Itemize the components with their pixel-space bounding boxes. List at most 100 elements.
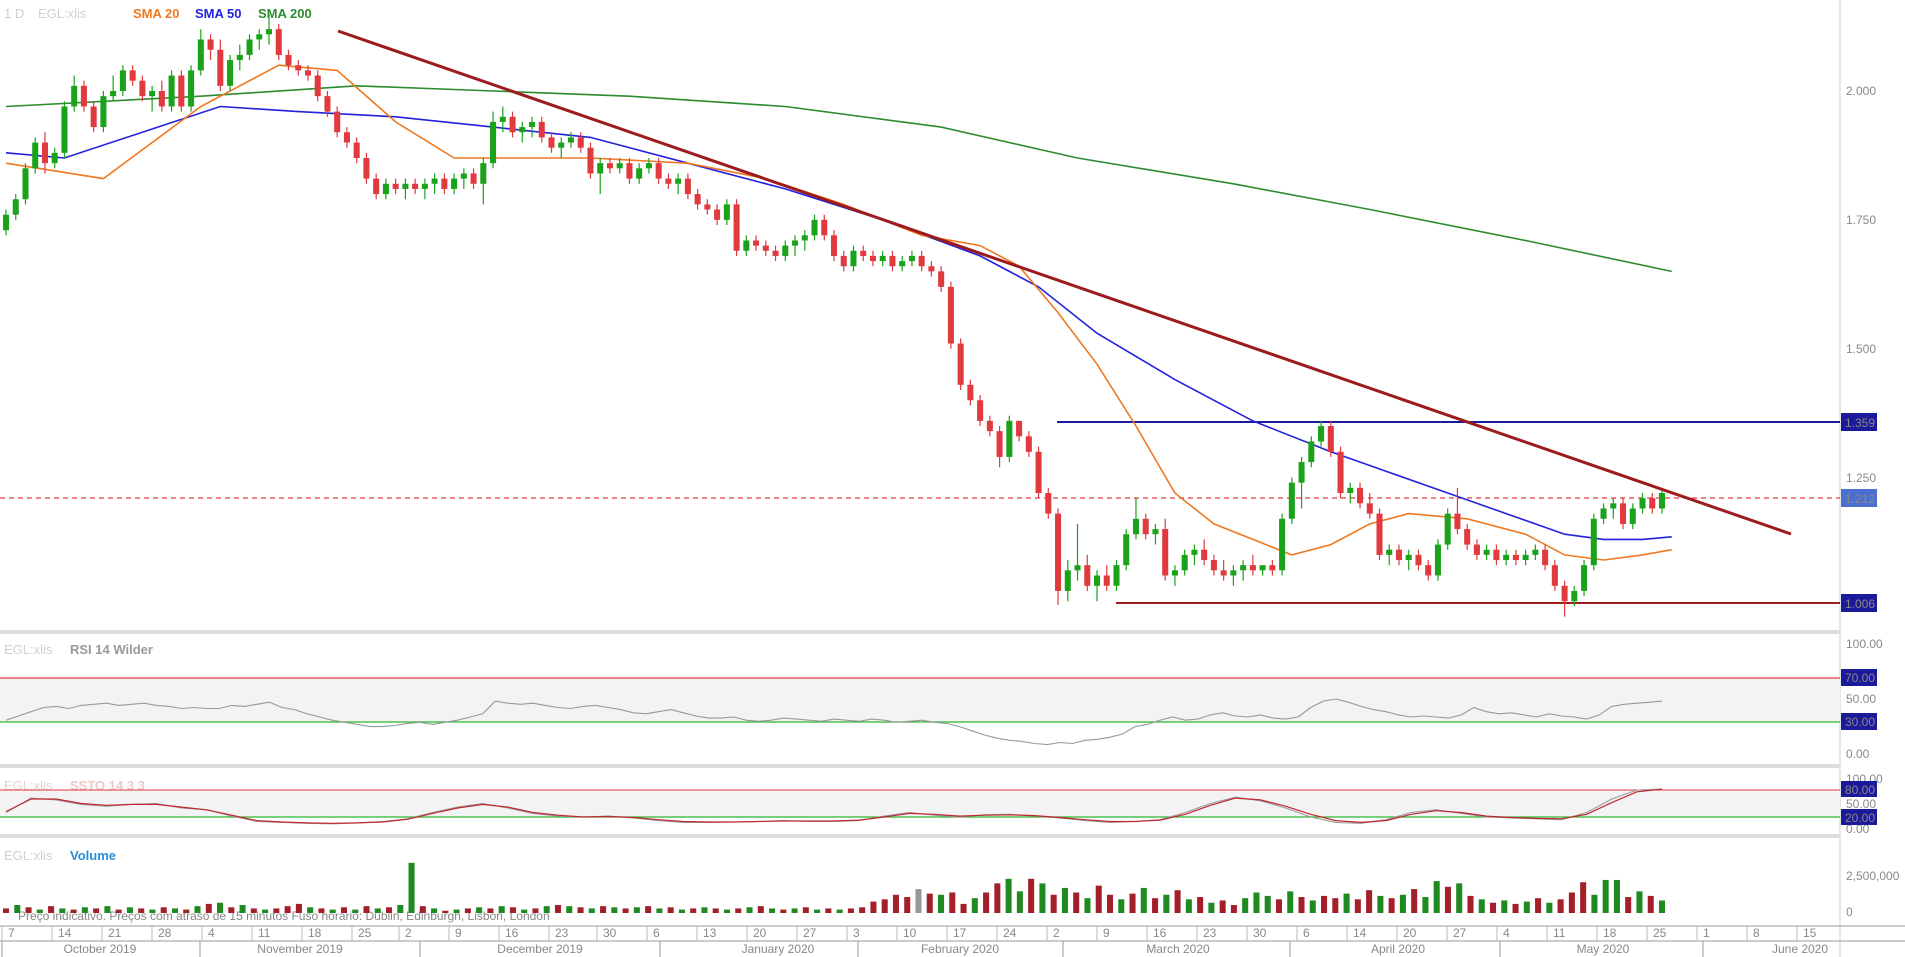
candle-body	[382, 183, 389, 195]
candle-body	[129, 70, 136, 81]
volume-bar	[960, 903, 967, 913]
volume-title: Volume	[70, 848, 116, 863]
candle	[957, 338, 964, 390]
candle-body	[772, 250, 779, 256]
day-tick-label: 11	[1553, 926, 1566, 940]
candle	[1434, 539, 1441, 581]
price-axis: 2.000 1.750 1.500 1.250	[1846, 84, 1876, 485]
candle	[1249, 554, 1256, 576]
candle	[1532, 544, 1539, 561]
candle-body	[1561, 585, 1568, 602]
volume-bar	[723, 909, 730, 913]
volume-bar	[36, 909, 43, 913]
candle	[908, 250, 915, 267]
candle-body	[363, 158, 370, 179]
day-tick-label: 28	[158, 926, 172, 940]
candle	[363, 152, 370, 184]
candle-body	[490, 121, 497, 164]
sma200-legend[interactable]: SMA 200	[258, 6, 312, 21]
rsi-overbought-label: 70.00	[1845, 671, 1875, 685]
stoch-lower-badge	[1841, 809, 1877, 825]
day-tick-label: 18	[308, 926, 322, 940]
volume-bar	[464, 908, 471, 913]
day-tick-label: 30	[1253, 926, 1267, 940]
candle-body	[1230, 570, 1237, 576]
candle-body	[1581, 565, 1588, 591]
candle	[168, 70, 175, 112]
candle-body	[606, 163, 613, 169]
volume-bar	[1490, 902, 1497, 913]
support-badge	[1841, 594, 1877, 612]
candle	[490, 111, 497, 169]
volume-bar	[678, 909, 685, 913]
candle-body	[1298, 462, 1305, 483]
candle	[353, 137, 360, 164]
candle	[1464, 523, 1471, 550]
downtrend-line[interactable]	[337, 29, 1792, 536]
volume-bar	[1444, 886, 1451, 913]
volume-bar	[1580, 882, 1587, 913]
sma20-legend[interactable]: SMA 20	[133, 6, 179, 21]
volume-bar	[1118, 899, 1125, 913]
candle	[645, 158, 652, 174]
candle	[899, 255, 906, 272]
volume-bar	[1174, 890, 1181, 913]
candle	[1561, 580, 1568, 617]
volume-bar	[971, 898, 978, 913]
candle-body	[2, 214, 10, 231]
candle-body	[139, 80, 146, 97]
volume-bar	[307, 907, 314, 913]
sma50-legend[interactable]: SMA 50	[195, 6, 241, 21]
candle	[1308, 436, 1315, 468]
candle	[840, 250, 847, 272]
candle	[1181, 549, 1188, 576]
candle	[22, 163, 29, 205]
day-tick-label: 27	[1453, 926, 1467, 940]
candle	[1454, 487, 1461, 535]
month-label: April 2020	[1371, 942, 1425, 956]
candle-body	[1542, 549, 1549, 566]
volume-bar	[329, 909, 336, 913]
candle	[71, 75, 78, 112]
candle	[1620, 498, 1627, 530]
volume-bar	[104, 906, 111, 913]
volume-bar	[1287, 891, 1294, 913]
volume-bar	[48, 906, 55, 913]
candle	[1074, 523, 1081, 581]
volume-bar	[791, 908, 798, 913]
volume-bar	[386, 907, 393, 913]
candle-body	[714, 209, 721, 220]
candle	[879, 250, 886, 267]
candle-body	[1132, 518, 1139, 535]
volume-bar	[318, 908, 325, 913]
day-tick-label: 6	[653, 926, 660, 940]
candle-body	[441, 178, 448, 189]
volume-bar	[983, 892, 990, 913]
candle	[295, 60, 302, 76]
stoch-panel: 100.00 50.00 0.00 80.00 20.00	[0, 772, 1883, 836]
candle	[1132, 498, 1139, 540]
candle	[538, 116, 545, 143]
volume-bar	[769, 908, 776, 913]
day-tick-label: 21	[108, 926, 122, 940]
volume-bar	[1535, 898, 1542, 913]
candle	[275, 23, 282, 61]
stoch-title: SSTO 14 3 3	[70, 778, 145, 793]
candle-body	[499, 116, 506, 122]
candle	[1279, 513, 1286, 576]
volume-bar	[1050, 894, 1057, 913]
candle	[1084, 554, 1091, 591]
candle-body	[1123, 534, 1130, 566]
candle-body	[1600, 508, 1607, 519]
volume-bar	[1039, 883, 1046, 913]
stoch-symbol-label: EGL:xlis	[4, 778, 53, 793]
candle	[1581, 560, 1588, 597]
price-panel-header: 1 D EGL:xlis SMA 20 SMA 50 SMA 200	[4, 6, 312, 21]
candle	[519, 121, 526, 143]
volume-bar	[881, 899, 888, 913]
candle	[382, 178, 389, 200]
candle	[1055, 508, 1062, 605]
candle	[986, 415, 993, 437]
candle	[51, 147, 58, 169]
